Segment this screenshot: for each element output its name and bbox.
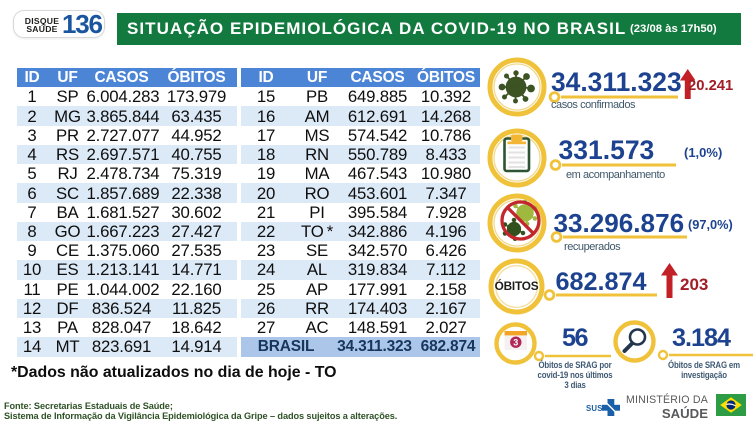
svg-text:3: 3 [513, 338, 518, 348]
